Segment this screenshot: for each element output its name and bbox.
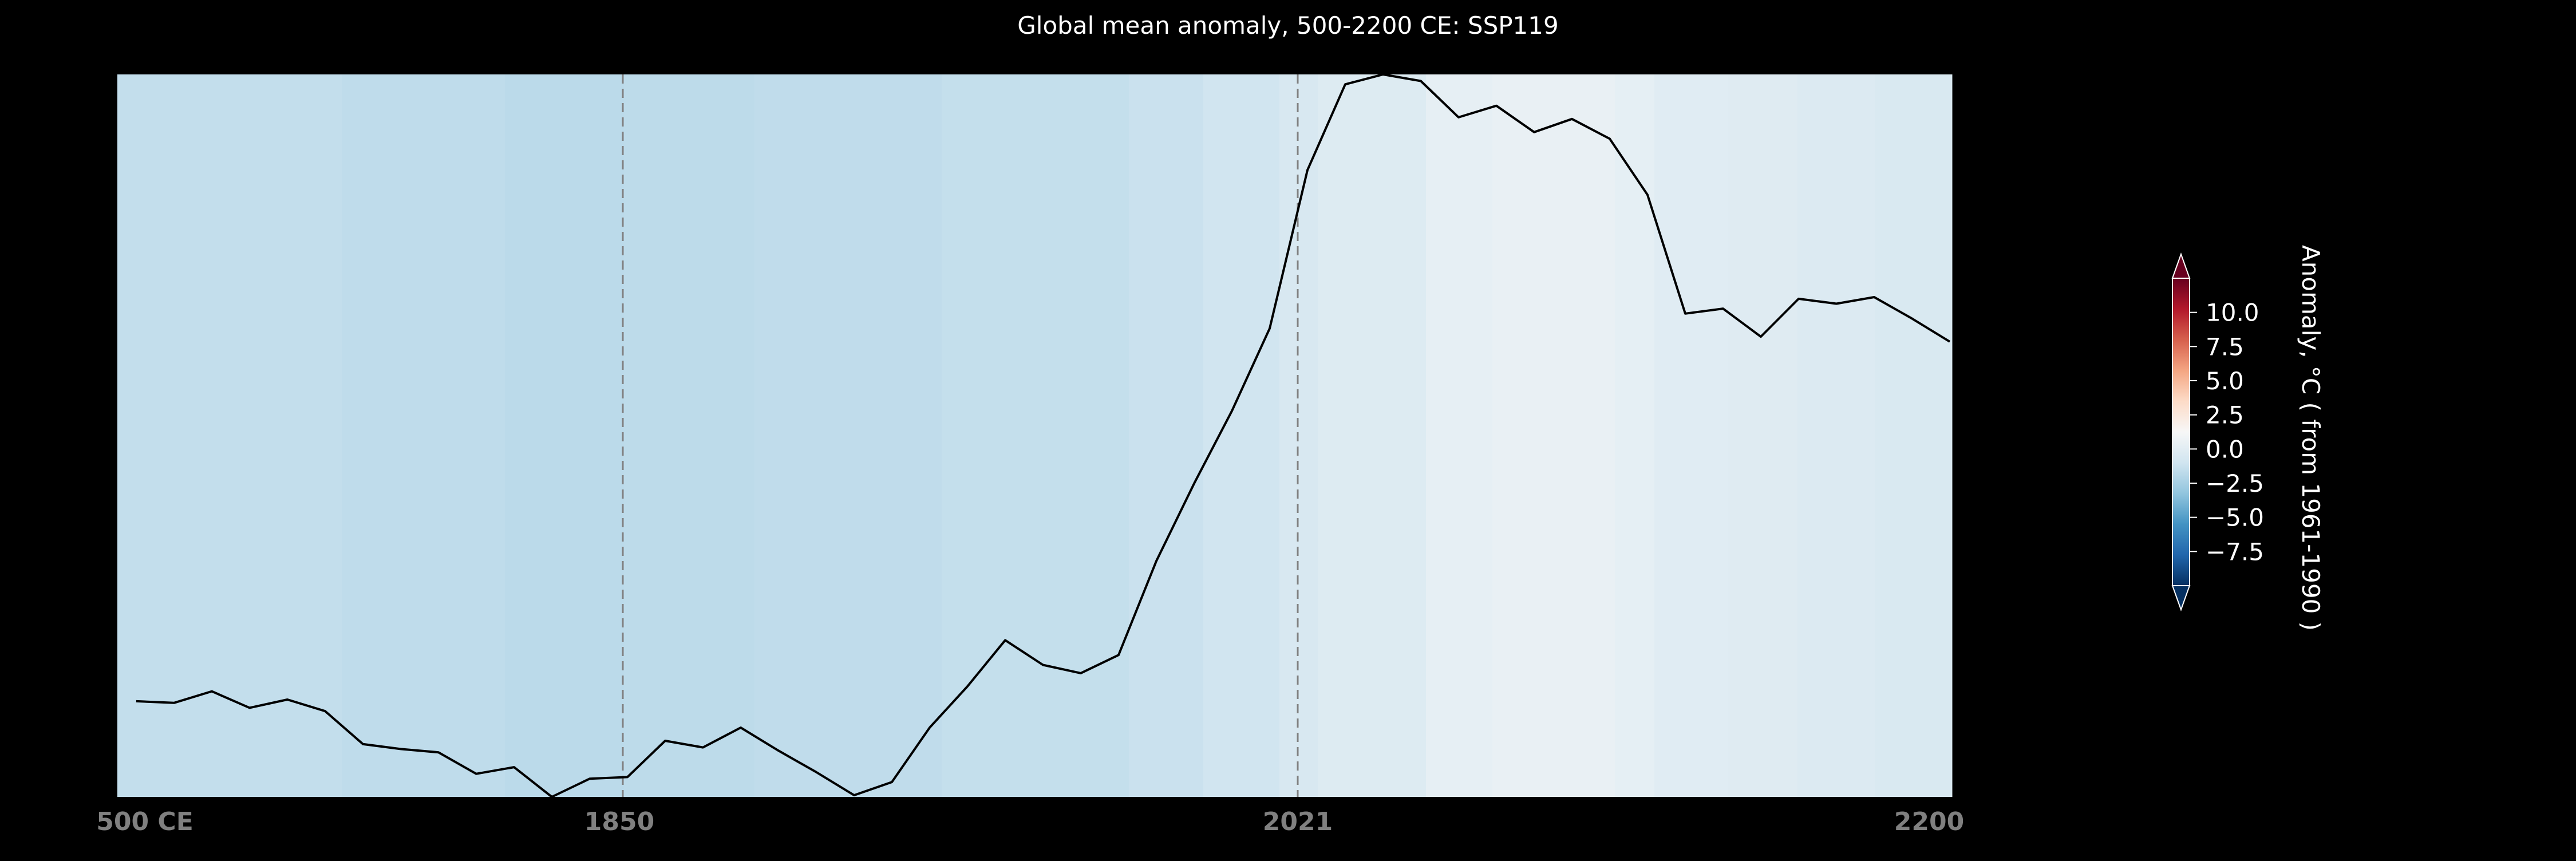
x-tick-label: 2200	[1894, 807, 1964, 836]
colorbar-ticks: 10.0 7.5 5.0 2.5 0.0 −2.5 −5.0 −7.5	[2190, 299, 2264, 566]
background-band	[1728, 74, 1798, 797]
colorbar-outline	[2172, 278, 2190, 586]
background-band	[1615, 74, 1655, 797]
background-band	[1875, 74, 1953, 797]
reference-lines	[622, 74, 1299, 797]
colorbar-tick-label: 10.0	[2206, 299, 2259, 327]
plot-area	[117, 73, 1953, 798]
x-tick-label: 500 CE	[96, 807, 193, 836]
x-tick-label: 2021	[1263, 807, 1333, 836]
colorbar-tick-label: −5.0	[2206, 504, 2264, 532]
colorbar-tick-label: −2.5	[2206, 469, 2264, 497]
background-anomaly-bands	[117, 74, 1953, 797]
background-band	[1426, 74, 1493, 797]
background-band	[754, 74, 942, 797]
background-band	[117, 74, 342, 797]
colorbar: 10.0 7.5 5.0 2.5 0.0 −2.5 −5.0 −7.5 Anomaly, °C…	[2171, 245, 2325, 631]
colorbar-tick-label: −7.5	[2206, 538, 2264, 566]
colorbar-upper-extension	[2171, 252, 2191, 279]
background-band	[624, 74, 755, 797]
x-axis-ticks: 500 CE 1850 2021 2200	[96, 807, 1964, 836]
colorbar-tick-label: 0.0	[2206, 435, 2244, 463]
background-band	[1654, 74, 1728, 797]
colorbar-tick-label: 2.5	[2206, 401, 2244, 429]
background-band	[1203, 74, 1280, 797]
x-tick-label: 1850	[584, 807, 654, 836]
colorbar-gradient	[2172, 278, 2190, 586]
colorbar-tick-label: 5.0	[2206, 367, 2244, 395]
background-band	[1279, 74, 1318, 797]
colorbar-label: Anomaly, °C ( from 1961-1990 )	[2297, 245, 2325, 631]
background-band	[505, 74, 625, 797]
background-band	[1318, 74, 1427, 797]
background-band	[1797, 74, 1875, 797]
chart-title: Global mean anomaly, 500-2200 CE: SSP119	[1017, 11, 1558, 40]
background-band	[342, 74, 505, 797]
series-line	[136, 73, 1951, 798]
background-band	[1129, 74, 1204, 797]
colorbar-lower-extension	[2171, 585, 2191, 611]
colorbar-tick-label: 7.5	[2206, 333, 2244, 361]
background-band	[942, 74, 1129, 797]
background-band	[1492, 74, 1615, 797]
